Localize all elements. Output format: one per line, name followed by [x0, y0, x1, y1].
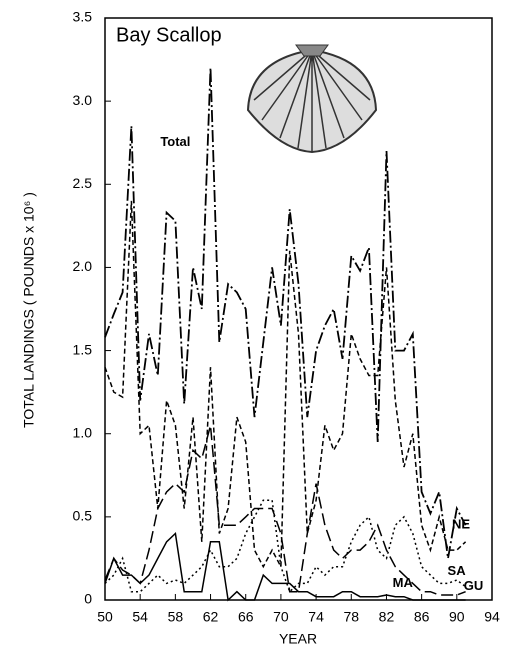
chart-title: Bay Scallop	[116, 24, 222, 46]
x-tick-label: 82	[379, 609, 395, 625]
y-tick-label: 3.5	[73, 9, 93, 25]
y-tick-label: 3.0	[73, 92, 93, 108]
x-tick-label: 90	[449, 609, 465, 625]
y-axis-label: TOTAL LANDINGS ( POUNDS x 10⁶ )	[21, 192, 37, 428]
y-tick-label: 2.0	[73, 258, 93, 274]
x-tick-label: 62	[203, 609, 219, 625]
series-line	[104, 67, 467, 559]
y-tick-label: 0.5	[73, 508, 93, 524]
series-label: SA	[448, 563, 467, 578]
x-axis-label: YEAR	[279, 631, 317, 647]
series-line	[104, 531, 466, 602]
plot-frame	[104, 17, 493, 601]
y-tick-label: 2.5	[73, 175, 93, 191]
x-tick-label: 94	[484, 609, 500, 625]
series-label: Total	[160, 134, 190, 149]
x-tick-label: 78	[343, 609, 359, 625]
series-line	[104, 499, 467, 594]
x-tick-label: 70	[273, 609, 289, 625]
series-label: MA	[393, 575, 414, 590]
x-tick-label: 66	[238, 609, 254, 625]
series-label: NE	[452, 517, 470, 532]
series-line	[104, 425, 466, 596]
x-tick-label: 54	[132, 609, 148, 625]
series-line	[104, 200, 467, 570]
y-tick-label: 1.0	[73, 424, 93, 440]
series-label: GU	[464, 578, 484, 593]
x-tick-label: 50	[97, 609, 113, 625]
scallop-icon	[246, 44, 378, 154]
x-tick-label: 86	[414, 609, 430, 625]
y-tick-label: 0	[84, 591, 92, 607]
x-tick-label: 58	[168, 609, 184, 625]
y-tick-label: 1.5	[73, 341, 93, 357]
x-tick-label: 74	[308, 609, 324, 625]
